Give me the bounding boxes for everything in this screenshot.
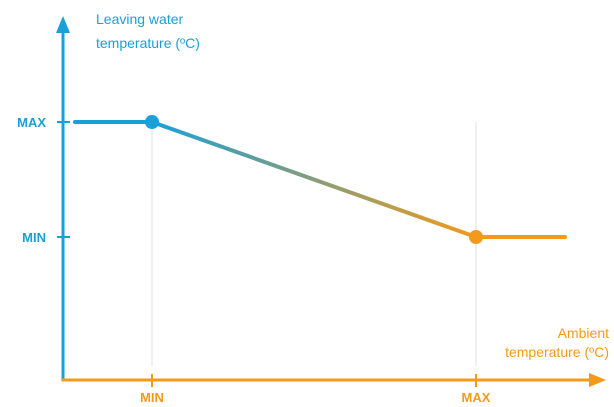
y-tick-label-max: MAX — [17, 115, 46, 130]
y-axis-label-line-2: temperature (ºC) — [96, 35, 200, 51]
y-axis-arrow-icon — [56, 16, 70, 33]
y-tick-label-min: MIN — [22, 230, 46, 245]
y-axis-label-line-1: Leaving water — [96, 11, 184, 27]
point-min-ambient — [145, 115, 159, 129]
x-axis-label-line-2: temperature (ºC) — [505, 344, 609, 360]
x-axis-arrow-icon — [589, 373, 606, 387]
x-axis-label-line-1: Ambient — [558, 325, 609, 341]
x-tick-label-max: MAX — [462, 390, 491, 405]
point-max-ambient — [469, 230, 483, 244]
x-tick-label-min: MIN — [140, 390, 164, 405]
series-slope — [150, 120, 478, 239]
